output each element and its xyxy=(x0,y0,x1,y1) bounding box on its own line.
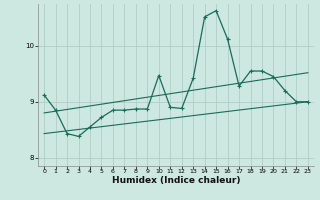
X-axis label: Humidex (Indice chaleur): Humidex (Indice chaleur) xyxy=(112,176,240,185)
